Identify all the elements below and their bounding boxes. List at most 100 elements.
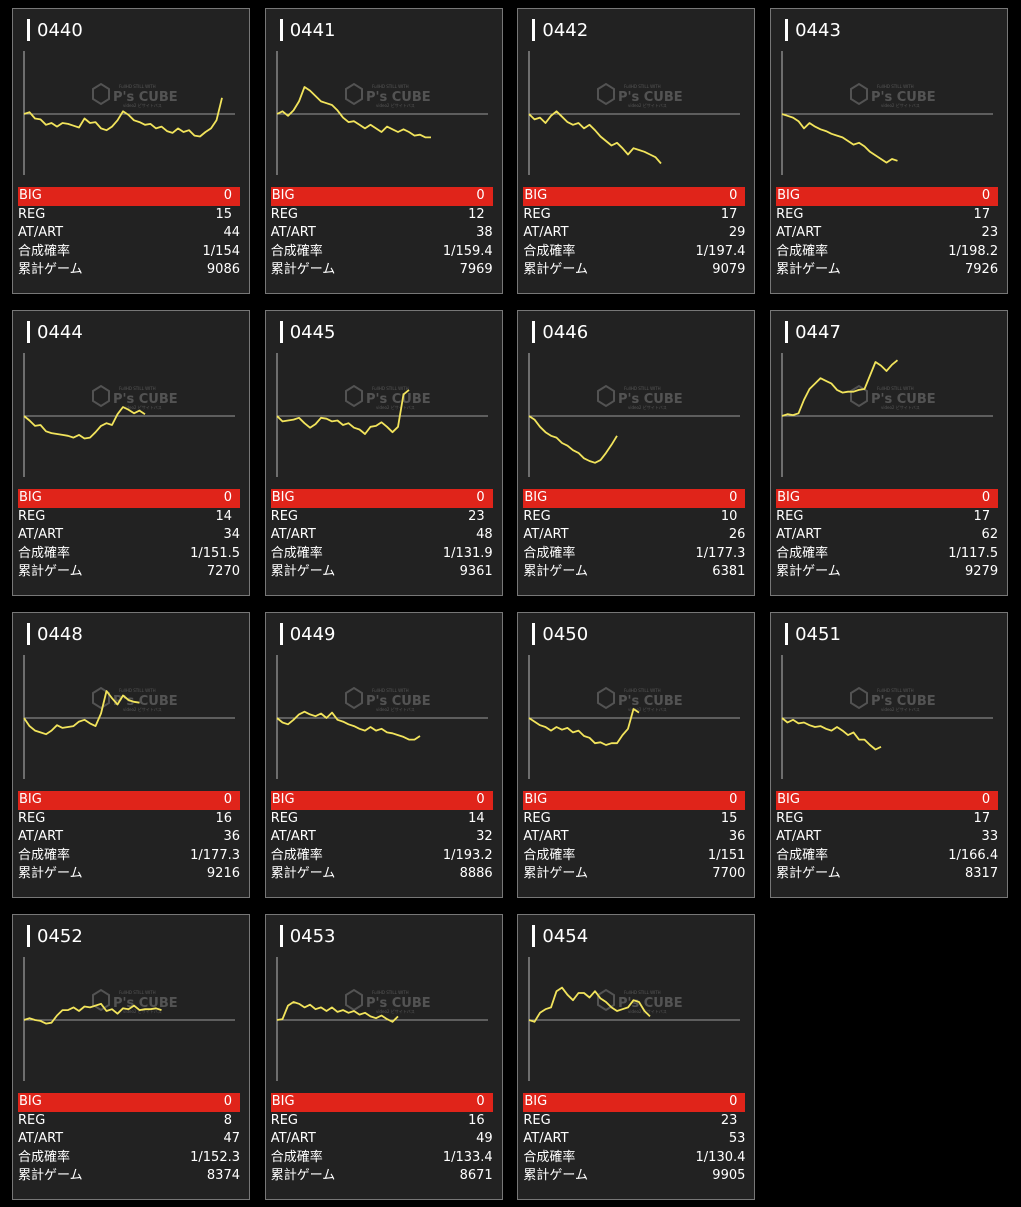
big-value: 0 <box>223 188 232 203</box>
machine-card[interactable]: 0445 P's CUBE FullHD STILL WITH video2 ピサイト… <box>264 310 503 596</box>
reg-value: 14 <box>215 508 232 524</box>
watermark-subtext-top: FullHD STILL WITH <box>877 386 914 391</box>
at-art-row: AT/ART 29 <box>523 224 745 243</box>
machine-grid: 0440 P's CUBE FullHD STILL WITH video2 ピサイト… <box>12 8 1012 1200</box>
probability-value: 1/198.2 <box>948 243 999 259</box>
big-value: 0 <box>223 1094 232 1109</box>
at-art-label: AT/ART <box>523 527 569 542</box>
watermark-text: P's CUBE <box>871 694 936 709</box>
machine-card[interactable]: 0454 P's CUBE FullHD STILL WITH video2 ピサイト… <box>517 914 756 1200</box>
reg-row: REG 16 <box>18 810 240 829</box>
total-games-row: 累計ゲーム 9079 <box>523 261 745 280</box>
big-row: BIG 0 <box>776 187 999 206</box>
at-art-row: AT/ART 36 <box>18 828 240 847</box>
machine-card[interactable]: 0449 P's CUBE FullHD STILL WITH video2 ピサイト… <box>264 612 503 898</box>
machine-card[interactable]: 0450 P's CUBE FullHD STILL WITH video2 ピサイト… <box>517 612 756 898</box>
total-games-label: 累計ゲーム <box>523 866 589 881</box>
trend-line <box>781 717 882 751</box>
reg-row: REG 8 <box>18 1112 240 1131</box>
machine-card[interactable]: 0444 P's CUBE FullHD STILL WITH video2 ピサイト… <box>12 310 250 596</box>
total-games-value: 9086 <box>206 262 240 277</box>
probability-row: 合成確率 1/152.3 <box>18 1149 240 1168</box>
big-row: BIG 0 <box>270 187 493 206</box>
total-games-value: 9905 <box>712 1168 746 1183</box>
probability-row: 合成確率 1/151 <box>523 847 745 866</box>
watermark-subtext-bottom: video2 ピサイトバス <box>376 405 415 410</box>
machine-number: 0453 <box>289 926 336 947</box>
at-art-value: 29 <box>728 225 746 240</box>
probability-value: 1/166.4 <box>948 847 999 863</box>
machine-card[interactable]: 0441 P's CUBE FullHD STILL WITH video2 ピサイト… <box>264 8 503 294</box>
big-row: BIG 0 <box>270 791 493 810</box>
total-games-value: 9361 <box>459 564 493 579</box>
machine-card[interactable]: 0451 P's CUBE FullHD STILL WITH video2 ピサイト… <box>770 612 1009 898</box>
watermark-subtext-bottom: video2 ピサイトバス <box>881 103 920 108</box>
total-games-row: 累計ゲーム 6381 <box>523 563 745 582</box>
total-games-value: 9216 <box>206 866 240 881</box>
watermark-text: P's CUBE <box>113 392 178 407</box>
machine-card[interactable]: 0440 P's CUBE FullHD STILL WITH video2 ピサイト… <box>12 8 250 294</box>
big-row: BIG 0 <box>776 489 999 508</box>
stats-table: BIG 0 REG 17 AT/ART 62 合成確率 1/117.5 累計ゲーム 9279 <box>776 489 999 582</box>
probability-label: 合成確率 <box>270 545 323 561</box>
probability-row: 合成確率 1/193.2 <box>271 847 493 866</box>
total-games-row: 累計ゲーム 8317 <box>776 865 998 884</box>
big-label: BIG <box>777 188 800 203</box>
machine-number: 0450 <box>542 624 589 645</box>
probability-label: 合成確率 <box>523 1149 576 1165</box>
machine-card[interactable]: 0447 P's CUBE FullHD STILL WITH video2 ピサイト… <box>770 310 1009 596</box>
machine-card[interactable]: 0448 P's CUBE FullHD STILL WITH video2 ピサイト… <box>12 612 250 898</box>
probability-row: 合成確率 1/130.4 <box>523 1149 745 1168</box>
at-art-label: AT/ART <box>523 225 569 240</box>
total-games-label: 累計ゲーム <box>776 564 841 579</box>
big-value: 0 <box>476 188 485 203</box>
probability-label: 合成確率 <box>523 847 576 863</box>
total-games-value: 7270 <box>206 564 240 579</box>
watermark-subtext-top: FullHD STILL WITH <box>624 386 661 391</box>
at-art-row: AT/ART 62 <box>776 526 998 545</box>
stats-table: BIG 0 REG 8 AT/ART 47 合成確率 1/152.3 累計ゲーム 8374 <box>18 1093 240 1186</box>
reg-value: 8 <box>223 1112 232 1128</box>
at-art-value: 62 <box>981 527 999 542</box>
reg-value: 10 <box>720 508 738 524</box>
probability-label: 合成確率 <box>523 243 576 259</box>
machine-number: 0444 <box>37 322 83 343</box>
watermark-subtext-top: FullHD STILL WITH <box>877 688 914 693</box>
machine-card[interactable]: 0453 P's CUBE FullHD STILL WITH video2 ピサイト… <box>264 914 503 1200</box>
at-art-label: AT/ART <box>523 1131 569 1146</box>
machine-card[interactable]: 0452 P's CUBE FullHD STILL WITH video2 ピサイト… <box>12 914 250 1200</box>
header-marker <box>785 321 789 343</box>
at-art-label: AT/ART <box>270 225 316 240</box>
at-art-row: AT/ART 32 <box>271 828 493 847</box>
stats-table: BIG 0 REG 16 AT/ART 49 合成確率 1/133.4 累計ゲーム 8671 <box>270 1093 493 1186</box>
machine-card[interactable]: 0446 P's CUBE FullHD STILL WITH video2 ピサイト… <box>517 310 756 596</box>
big-label: BIG <box>524 792 548 807</box>
probability-value: 1/151 <box>707 847 746 863</box>
watermark-text: P's CUBE <box>366 392 431 407</box>
at-art-value: 26 <box>728 527 746 542</box>
probability-value: 1/131.9 <box>442 545 493 561</box>
machine-number: 0441 <box>289 20 336 41</box>
trend-line <box>276 1001 399 1023</box>
reg-label: REG <box>270 508 299 524</box>
trend-line <box>23 690 140 736</box>
probability-row: 合成確率 1/133.4 <box>271 1149 493 1168</box>
machine-card[interactable]: 0442 P's CUBE FullHD STILL WITH video2 ピサイト… <box>517 8 756 294</box>
at-art-label: AT/ART <box>776 527 822 542</box>
probability-row: 合成確率 1/154 <box>18 243 240 262</box>
header-marker <box>27 623 30 645</box>
machine-card[interactable]: 0443 P's CUBE FullHD STILL WITH video2 ピサイト… <box>770 8 1009 294</box>
watermark-subtext-top: FullHD STILL WITH <box>119 84 156 89</box>
